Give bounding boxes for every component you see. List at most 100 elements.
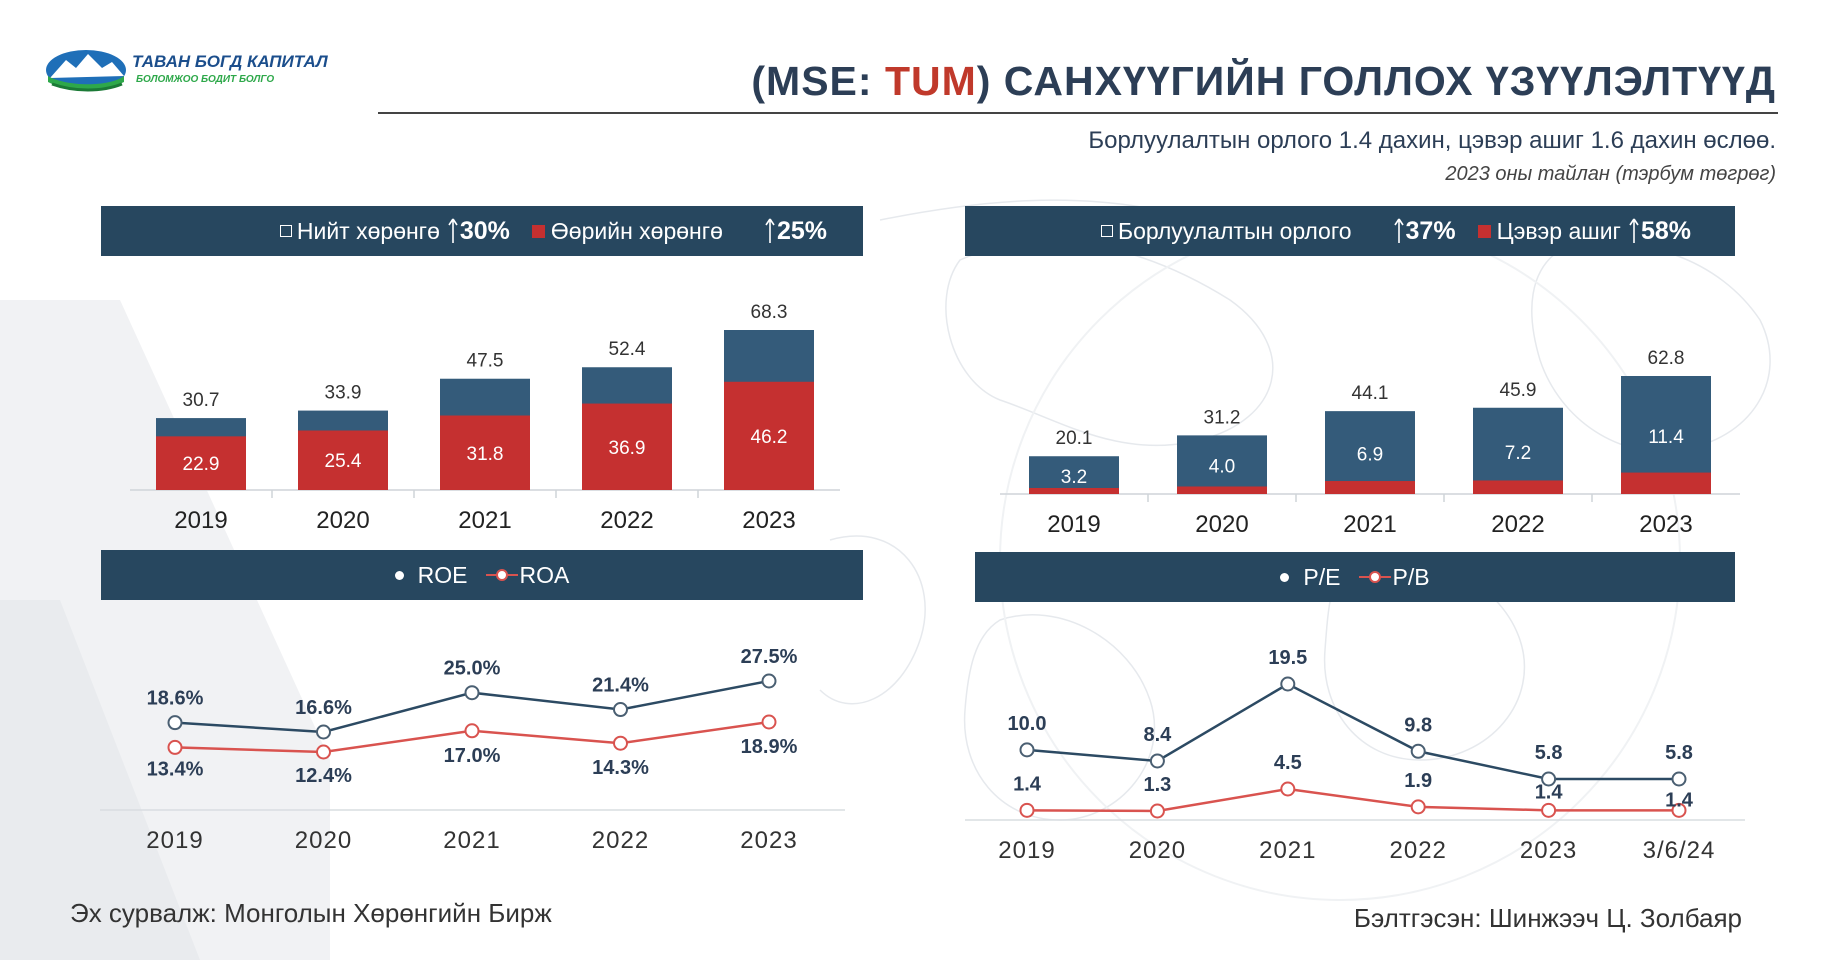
data-point-ROE — [464, 685, 480, 701]
data-label-total: 62.8 — [1648, 348, 1685, 369]
x-tick-label: 2023 — [740, 827, 797, 854]
bar-income-total — [1029, 456, 1119, 494]
x-tick-label: 2020 — [316, 507, 369, 534]
data-label-P/B: 1.9 — [1404, 770, 1432, 792]
data-label-total: 45.9 — [1500, 380, 1537, 401]
legend-pe: P/E — [1303, 563, 1341, 590]
data-point-P/B — [1541, 802, 1557, 818]
bar-income-part — [1029, 487, 1119, 494]
bar-income-total — [1177, 435, 1267, 494]
data-label-P/E: 10.0 — [1008, 713, 1047, 735]
arrow-up-icon — [448, 218, 458, 243]
data-label-part: 7.2 — [1505, 443, 1531, 464]
income-legend-banner: Борлуулалтын орлого 37% Цэвэр ашиг 58% — [965, 206, 1735, 256]
data-label-P/E: 5.8 — [1665, 742, 1693, 764]
data-point-ROE — [316, 724, 331, 740]
bar-income-part — [1473, 480, 1563, 494]
data-label-ROA: 13.4% — [147, 758, 204, 780]
x-tick-label: 2020 — [1129, 837, 1186, 864]
page-title: (MSE: TUM) САНХҮҮГИЙН ГОЛЛОХ ҮЗҮҮЛЭЛТҮҮД — [751, 58, 1776, 105]
data-point-ROA — [464, 723, 480, 739]
data-label-ROE: 21.4% — [592, 675, 649, 697]
data-point-P/E — [1149, 753, 1165, 769]
arrow-up-icon — [1629, 218, 1639, 243]
x-tick-label: 2022 — [592, 827, 649, 854]
data-label-part: 25.4 — [325, 451, 362, 472]
data-label-P/B: 1.3 — [1143, 774, 1171, 796]
data-label-ROA: 17.0% — [444, 745, 501, 767]
data-point-P/B — [1671, 802, 1687, 818]
data-point-P/B — [1149, 803, 1165, 819]
source-note: Эх сурвалж: Монголын Хөрөнгийн Бирж — [70, 898, 552, 928]
pe-marker-icon — [1280, 572, 1290, 582]
title-suffix: ) САНХҮҮГИЙН ГОЛЛОХ ҮЗҮҮЛЭЛТҮҮД — [976, 58, 1776, 104]
data-point-ROE — [613, 702, 628, 718]
legend-net-profit: Цэвэр ашиг — [1496, 217, 1621, 244]
legend-roe: ROE — [417, 561, 468, 588]
arrow-up-icon — [765, 218, 775, 243]
series-line-P/B — [1026, 787, 1679, 813]
data-label-ROA: 14.3% — [592, 757, 649, 779]
x-tick-label: 2021 — [1259, 837, 1316, 864]
data-point-P/B — [1280, 781, 1296, 797]
data-point-P/B — [1410, 799, 1426, 815]
data-label-P/B: 1.4 — [1535, 781, 1564, 803]
data-label-part: 3.2 — [1061, 467, 1087, 488]
total-assets-swatch — [279, 225, 292, 237]
growth-equity: 25% — [776, 216, 827, 245]
title-ticker: TUM — [884, 58, 977, 104]
x-tick-label: 2021 — [458, 507, 511, 534]
bar-income-total — [1473, 407, 1563, 494]
x-tick-label: 2021 — [443, 827, 500, 854]
title-divider — [378, 112, 1778, 114]
x-tick-label: 2023 — [1639, 511, 1692, 538]
data-point-ROA — [613, 735, 628, 751]
unit-note: 2023 оны тайлан (тэрбум төгрөг) — [1445, 163, 1776, 185]
data-label-total: 31.2 — [1204, 407, 1241, 428]
data-label-part: 31.8 — [467, 444, 504, 465]
data-label-ROA: 12.4% — [295, 765, 352, 787]
x-tick-label: 2019 — [1047, 511, 1100, 538]
roe-marker-icon — [394, 570, 404, 580]
legend-equity: Өөрийн хөрөнгө — [550, 217, 723, 244]
data-point-ROA — [167, 739, 183, 755]
pb-marker-icon — [1358, 571, 1391, 583]
author-note: Бэлтгэсэн: Шинжээч Ц. Золбаяр — [1353, 903, 1742, 933]
x-tick-label: 2022 — [1491, 511, 1544, 538]
bar-income-part — [1621, 472, 1711, 494]
net-profit-swatch — [1477, 224, 1491, 238]
x-tick-label: 2021 — [1343, 511, 1396, 538]
revenue-swatch — [1100, 225, 1113, 237]
data-label-total: 44.1 — [1352, 383, 1389, 404]
data-label-P/B: 1.4 — [1665, 789, 1694, 811]
data-label-total: 52.4 — [609, 339, 646, 360]
data-label-total: 47.5 — [467, 351, 504, 372]
x-tick-label: 2020 — [1195, 511, 1248, 538]
roa-marker-icon — [485, 569, 518, 581]
x-tick-label: 2019 — [146, 827, 203, 854]
x-tick-label: 2022 — [1390, 837, 1447, 864]
data-label-part: 6.9 — [1357, 445, 1383, 466]
data-label-total: 20.1 — [1056, 428, 1093, 449]
returns-legend-banner: ROE ROA — [101, 550, 863, 600]
bar-income-part — [1177, 486, 1267, 494]
logo-name: ТАВАН БОГД КАПИТАЛ — [132, 52, 328, 71]
data-point-ROE — [761, 673, 777, 689]
data-label-part: 46.2 — [751, 427, 788, 448]
bar-assets-part — [582, 403, 672, 490]
data-label-P/E: 19.5 — [1268, 647, 1307, 669]
data-label-part: 36.9 — [609, 438, 646, 459]
data-label-part: 4.0 — [1209, 457, 1235, 478]
series-line-P/E — [1026, 682, 1679, 781]
data-label-ROE: 18.6% — [147, 688, 204, 710]
x-tick-label: 2019 — [174, 507, 227, 534]
data-point-P/E — [1671, 771, 1687, 787]
data-label-ROA: 18.9% — [741, 736, 798, 758]
bar-income-part — [1325, 481, 1415, 494]
growth-net-profit: 58% — [1640, 216, 1691, 245]
page-subtitle: Борлуулалтын орлого 1.4 дахин, цэвэр аши… — [1088, 127, 1776, 154]
